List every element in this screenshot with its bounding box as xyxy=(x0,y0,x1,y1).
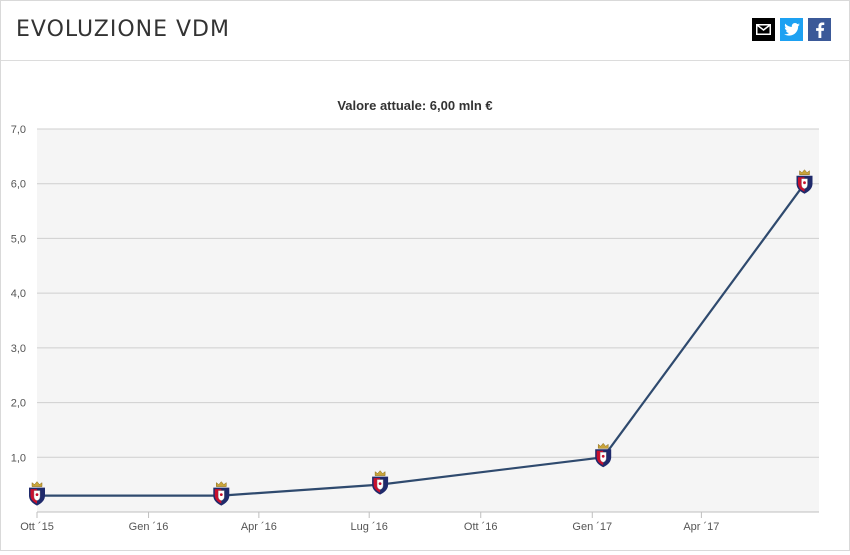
y-tick-label: 7,0 xyxy=(11,124,26,136)
data-point-marker xyxy=(213,481,230,506)
x-tick-label: Ott ´16 xyxy=(464,521,498,533)
crest-center-dot-icon xyxy=(803,181,806,185)
chart-area: Valore attuale: 6,00 mln € 1,0 2,0 3,0 4,0 5… xyxy=(1,61,849,550)
crest-center-dot-icon xyxy=(35,493,39,496)
facebook-share-button[interactable] xyxy=(808,18,831,41)
facebook-f-icon xyxy=(815,21,824,38)
crest-center-dot-icon xyxy=(378,482,382,485)
y-tick-label: 1,0 xyxy=(11,452,26,464)
y-tick-label: 4,0 xyxy=(11,288,26,300)
crest-center-dot-icon xyxy=(219,493,223,496)
crest-center-dot-icon xyxy=(601,454,605,458)
crest-crown-icon xyxy=(374,470,386,476)
plot-background xyxy=(37,129,819,512)
x-tick-label: Ott ´15 xyxy=(20,521,54,533)
x-tick-label: Gen ´16 xyxy=(129,521,169,533)
data-point-marker xyxy=(796,169,813,194)
x-tick-label: Apr ´16 xyxy=(241,521,277,533)
y-tick-label: 2,0 xyxy=(11,398,26,410)
market-value-chart: Valore attuale: 6,00 mln € 1,0 2,0 3,0 4,0 5… xyxy=(11,98,819,533)
crest-crown-icon xyxy=(597,442,609,449)
crest-crown-icon xyxy=(799,169,810,175)
x-tick-label: Lug ´16 xyxy=(351,521,388,533)
y-tick-label: 3,0 xyxy=(11,343,26,355)
panel-header: EVOLUZIONE VDM xyxy=(1,1,849,61)
crest-crown-icon xyxy=(216,481,227,487)
twitter-bird-icon xyxy=(783,23,800,36)
x-tick-label: Apr ´17 xyxy=(683,521,719,533)
email-share-button[interactable] xyxy=(752,18,775,41)
chart-title: Valore attuale: 6,00 mln € xyxy=(337,98,492,113)
crest-crown-icon xyxy=(31,481,43,487)
panel-title: EVOLUZIONE VDM xyxy=(16,17,230,42)
data-point-marker xyxy=(29,481,45,506)
twitter-share-button[interactable] xyxy=(780,18,803,41)
data-point-marker xyxy=(595,442,612,468)
envelope-icon xyxy=(756,24,771,35)
data-point-marker xyxy=(372,470,389,495)
x-tick-label: Gen ´17 xyxy=(572,521,612,533)
y-tick-label: 6,0 xyxy=(11,179,26,191)
y-tick-label: 5,0 xyxy=(11,233,26,245)
